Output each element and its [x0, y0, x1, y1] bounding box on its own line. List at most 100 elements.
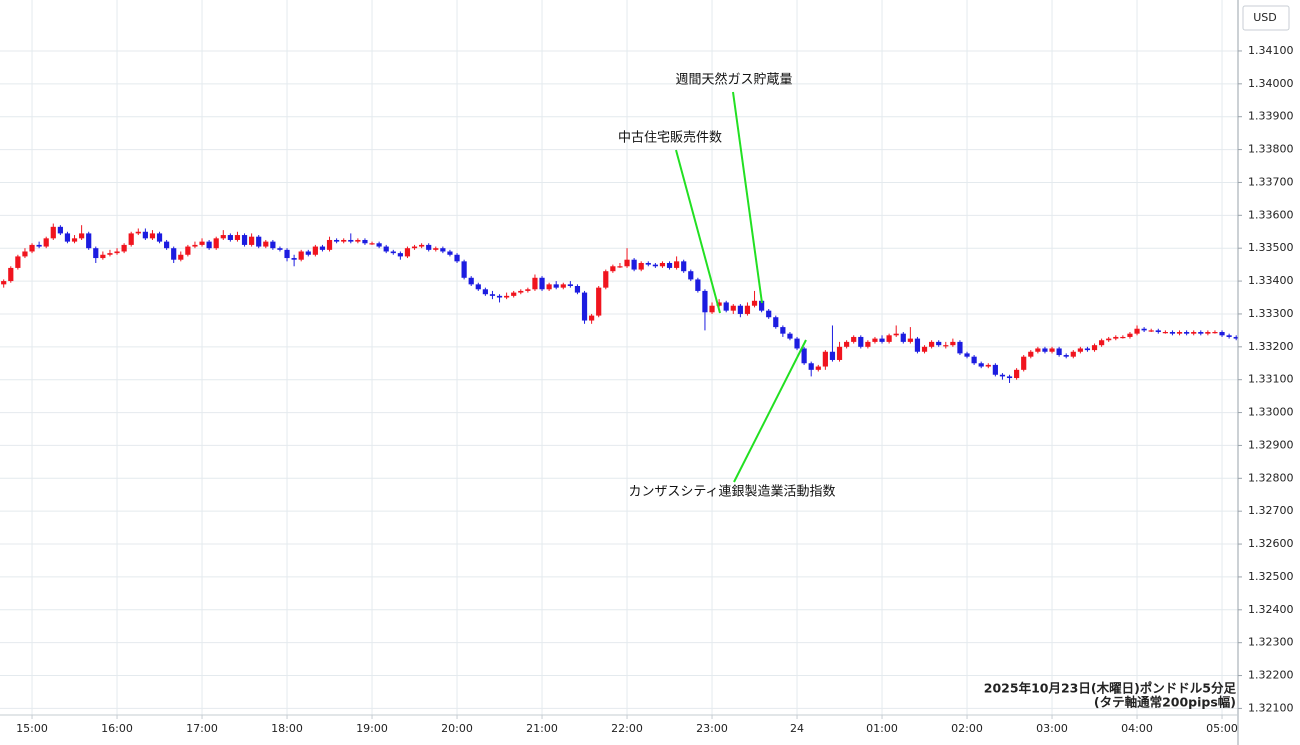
candle-body — [220, 235, 226, 239]
candle-body — [79, 233, 85, 239]
candle-body — [135, 231, 141, 234]
candle-body — [858, 336, 864, 347]
candle-body — [390, 251, 396, 254]
candle-body — [326, 239, 333, 250]
candle-body — [86, 233, 92, 249]
candle-body — [985, 364, 991, 367]
y-tick-label: 1.32600 — [1248, 537, 1294, 550]
y-tick-label: 1.33100 — [1248, 373, 1294, 386]
candle-body — [433, 248, 439, 250]
y-tick-label: 1.32900 — [1248, 438, 1294, 451]
y-tick-label: 1.33200 — [1248, 340, 1294, 353]
candle-body — [1021, 356, 1027, 370]
y-tick-label: 1.33400 — [1248, 274, 1294, 287]
chart-note: 2025年10月23日(木曜日)ポンドドル5分足 — [984, 681, 1237, 696]
candle-body — [525, 289, 531, 291]
y-tick-label: 1.32400 — [1248, 603, 1294, 616]
candle-body — [1219, 332, 1225, 336]
candle-body — [929, 341, 935, 347]
candle-body — [192, 244, 198, 247]
x-tick-label: 15:00 — [16, 722, 48, 735]
y-tick-label: 1.33000 — [1248, 406, 1294, 419]
candle-body — [893, 333, 899, 336]
candle-body — [1233, 336, 1238, 339]
candle-body — [369, 243, 375, 245]
candle-body — [227, 235, 233, 240]
candle-body — [879, 338, 885, 342]
candle-body — [319, 246, 326, 250]
candle-body — [1084, 348, 1091, 351]
candle-body — [801, 348, 807, 364]
candle-body — [744, 305, 751, 314]
candle-body — [149, 233, 156, 239]
candle-body — [624, 259, 630, 267]
candle-body — [645, 262, 651, 265]
candle-body — [305, 251, 311, 255]
candle-body — [780, 327, 786, 334]
x-tick-label: 23:00 — [696, 722, 728, 735]
candle-body — [659, 262, 666, 267]
candle-body — [454, 254, 460, 262]
candle-body — [496, 295, 503, 298]
y-tick-label: 1.33500 — [1248, 241, 1294, 254]
candle-body — [1, 281, 7, 285]
x-axis: 15:00 16:00 17:00 18:00 19:00 20:00 21:00 22:00… — [16, 715, 1238, 735]
y-tick-label: 1.33800 — [1248, 143, 1294, 156]
candle-body — [29, 244, 35, 252]
candle-body — [15, 256, 21, 268]
candle-body — [1099, 340, 1105, 346]
y-tick-label: 1.32700 — [1248, 504, 1294, 517]
candle-body — [702, 290, 708, 313]
candle-body — [950, 341, 956, 346]
candle-body — [1113, 336, 1119, 339]
candle-body — [1106, 338, 1112, 341]
candle-body — [57, 226, 63, 234]
candle-body — [511, 292, 517, 296]
candle-body — [1077, 348, 1083, 352]
candle-body — [674, 261, 680, 268]
x-tick-label: 24 — [790, 722, 804, 735]
annotations: 週間天然ガス貯蔵量 中古住宅販売件数 カンザスシティ連銀製造業活動指数 — [618, 72, 836, 500]
candle-body — [766, 310, 772, 318]
candle-body — [936, 341, 942, 346]
candle-body — [999, 374, 1006, 377]
candle-body — [100, 254, 106, 259]
candle-body — [914, 338, 921, 352]
candle-body — [489, 294, 496, 296]
candle-body — [1148, 330, 1154, 332]
candle-body — [716, 302, 722, 306]
candle-body — [362, 239, 368, 244]
candle-body — [426, 244, 432, 250]
candle-body — [822, 351, 828, 367]
candle-body — [341, 239, 347, 242]
candle-body — [815, 366, 821, 370]
candle-body — [142, 231, 148, 239]
candle-body — [1056, 348, 1062, 356]
candle-body — [553, 284, 559, 288]
candle-body — [468, 277, 474, 285]
candle-body — [256, 236, 262, 247]
candle-body — [440, 248, 446, 252]
x-tick-label: 22:00 — [611, 722, 643, 735]
chart-note: (タテ軸通常200pips幅) — [1094, 695, 1236, 710]
candle-body — [574, 286, 581, 293]
candle-body — [397, 253, 403, 257]
candle-body — [518, 290, 524, 293]
candle-body — [773, 317, 779, 328]
candle-body — [638, 262, 644, 270]
annotation: 中古住宅販売件数 — [618, 130, 722, 146]
candle-body — [808, 363, 814, 370]
candle-body — [610, 266, 616, 272]
candle-body — [1162, 332, 1168, 334]
candle-body — [1127, 333, 1133, 337]
candle-body — [43, 238, 49, 247]
annotation: カンザスシティ連銀製造業活動指数 — [628, 484, 835, 500]
candle-body — [121, 244, 127, 252]
candle-body — [1014, 369, 1020, 379]
grid — [0, 0, 1238, 715]
candle-body — [1035, 348, 1041, 352]
candle-body — [1028, 351, 1034, 357]
candle-body — [164, 241, 170, 249]
y-tick-label: 1.33700 — [1248, 175, 1294, 188]
candle-body — [723, 302, 729, 311]
